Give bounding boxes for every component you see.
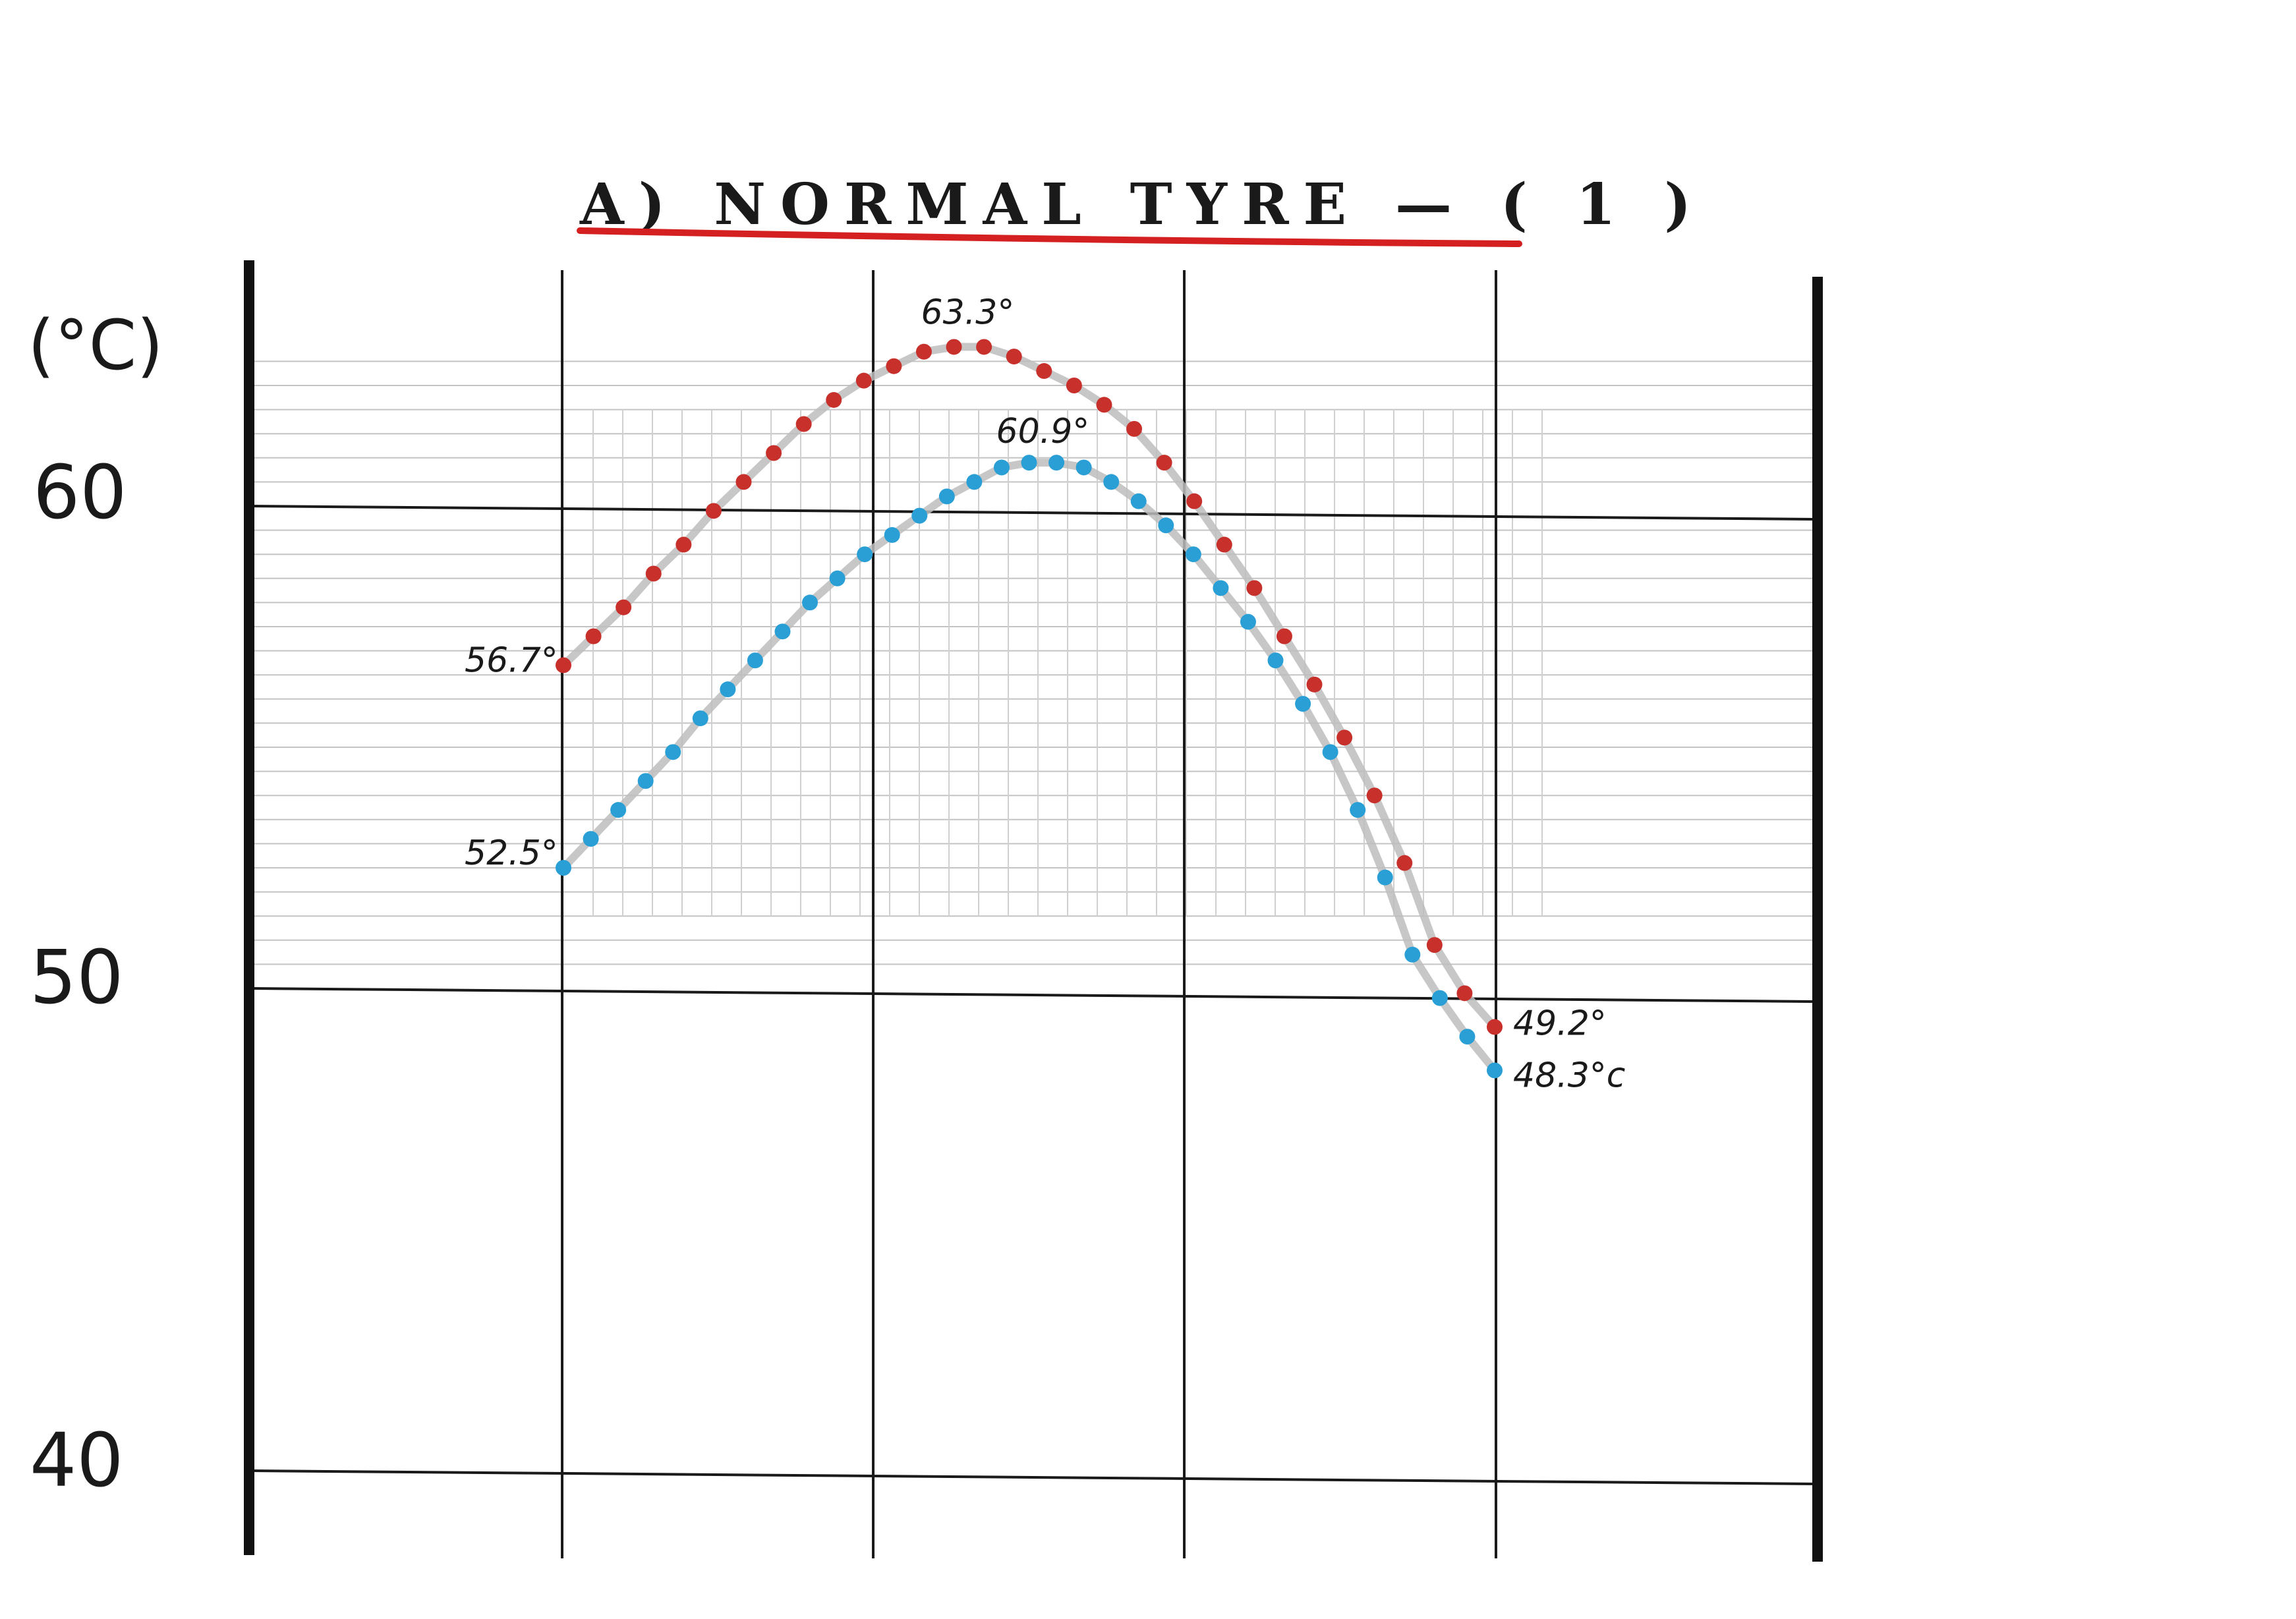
series-red-point-2 <box>616 599 632 615</box>
series-red-point-28 <box>1396 855 1413 871</box>
series-red-point-13 <box>946 339 962 355</box>
series-blue-point-24 <box>1213 580 1229 596</box>
series-red-point-16 <box>1036 363 1052 380</box>
series-blue-point-33 <box>1459 1029 1476 1045</box>
series-red-point-0 <box>556 657 571 673</box>
title-underline <box>577 227 1522 247</box>
y-axis-unit-label: (°C) <box>28 305 163 385</box>
label-blue-0: 52.5° <box>465 834 558 873</box>
gridline-major-50 <box>250 987 1813 1003</box>
label-blue-17: 60.9° <box>996 412 1090 451</box>
series-blue-point-20 <box>1103 474 1120 490</box>
series-blue-point-21 <box>1130 493 1147 509</box>
series-red-point-21 <box>1186 493 1203 509</box>
series-red-point-4 <box>675 536 692 553</box>
series-red-point-29 <box>1426 937 1443 953</box>
series-blue-point-10 <box>829 570 846 586</box>
series-red-point-22 <box>1216 536 1232 553</box>
series-layer <box>556 339 1503 1079</box>
series-blue-point-14 <box>938 488 955 505</box>
series-blue-point-2 <box>610 802 627 818</box>
series-red-point-5 <box>705 503 722 519</box>
series-blue-point-29 <box>1350 802 1366 818</box>
series-blue-point-30 <box>1377 869 1393 886</box>
series-blue-point-27 <box>1295 696 1311 712</box>
series-blue-point-25 <box>1240 613 1256 630</box>
series-blue-point-16 <box>993 459 1010 476</box>
series-red-point-15 <box>1006 349 1022 365</box>
y-tick-label-60: 60 <box>33 450 127 536</box>
fine-gridlines <box>250 360 1812 965</box>
series-blue-point-0 <box>556 860 571 876</box>
series-blue-point-8 <box>774 623 791 640</box>
series-red-point-31 <box>1487 1019 1503 1035</box>
label-red-31: 49.2° <box>1513 1004 1607 1044</box>
series-red-point-14 <box>976 339 992 355</box>
series-red-point-20 <box>1156 455 1172 471</box>
series-red-point-9 <box>826 391 842 408</box>
series-blue-point-11 <box>857 546 873 563</box>
series-blue-point-31 <box>1404 946 1421 963</box>
series-blue-point-34 <box>1487 1062 1503 1079</box>
series-blue-point-23 <box>1185 546 1201 563</box>
series-red-point-25 <box>1306 676 1323 693</box>
series-blue-point-22 <box>1158 517 1174 534</box>
gridline-major-60 <box>250 505 1813 521</box>
series-red-point-26 <box>1336 729 1353 746</box>
chart-title: A) NORMAL TYRE — ( 1 ) <box>579 171 1706 238</box>
series-red-point-23 <box>1246 580 1263 596</box>
series-red-point-30 <box>1456 985 1473 1002</box>
gridline-major-40 <box>250 1469 1813 1485</box>
series-blue-point-6 <box>720 681 736 698</box>
series-blue-point-7 <box>747 652 763 669</box>
y-tick-label-50: 50 <box>30 935 124 1021</box>
series-blue-point-15 <box>966 474 983 490</box>
series-blue-point-9 <box>802 594 818 611</box>
label-red-0: 56.7° <box>465 641 558 681</box>
series-red-point-18 <box>1096 397 1112 413</box>
series-blue-point-18 <box>1048 455 1065 471</box>
series-blue-point-4 <box>665 744 681 760</box>
series-red-point-1 <box>585 628 602 644</box>
series-blue-point-12 <box>884 526 900 543</box>
series-red-point-10 <box>855 372 872 389</box>
series-red-point-6 <box>735 474 752 490</box>
series-red-point-17 <box>1066 378 1082 393</box>
series-blue-point-13 <box>911 507 928 524</box>
series-blue-point-1 <box>583 831 599 847</box>
series-red-point-3 <box>645 565 662 582</box>
series-red-point-7 <box>766 445 782 461</box>
series-red-point-12 <box>915 343 932 360</box>
series-red-point-19 <box>1126 420 1143 437</box>
series-blue-point-3 <box>637 773 654 789</box>
series-blue-point-26 <box>1267 652 1284 669</box>
series-blue-point-17 <box>1021 455 1037 471</box>
label-blue-34: 48.3°c <box>1513 1056 1625 1095</box>
label-red-13: 63.3° <box>921 293 1015 332</box>
series-red-point-24 <box>1276 628 1292 644</box>
series-red-point-11 <box>886 358 902 374</box>
series-blue-point-5 <box>692 710 708 727</box>
series-red-point-8 <box>795 416 812 432</box>
series-blue-point-28 <box>1322 744 1338 760</box>
series-red-point-27 <box>1366 787 1383 804</box>
series-blue-point-19 <box>1076 459 1092 476</box>
y-tick-label-40: 40 <box>30 1418 124 1504</box>
series-blue-point-32 <box>1431 990 1448 1006</box>
point-labels: 56.7° 63.3° 49.2° 52.5° 60.9° 48.3°c <box>465 293 1625 1095</box>
